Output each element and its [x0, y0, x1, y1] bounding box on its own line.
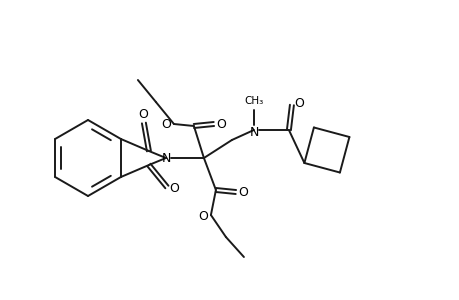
Text: O: O	[216, 118, 225, 130]
Text: N: N	[162, 152, 171, 164]
Text: O: O	[138, 107, 147, 121]
Text: O: O	[161, 118, 170, 130]
Text: O: O	[168, 182, 179, 194]
Text: CH₃: CH₃	[244, 96, 263, 106]
Text: N: N	[250, 125, 259, 139]
Text: O: O	[197, 211, 207, 224]
Text: O: O	[237, 185, 247, 199]
Text: O: O	[293, 97, 303, 110]
